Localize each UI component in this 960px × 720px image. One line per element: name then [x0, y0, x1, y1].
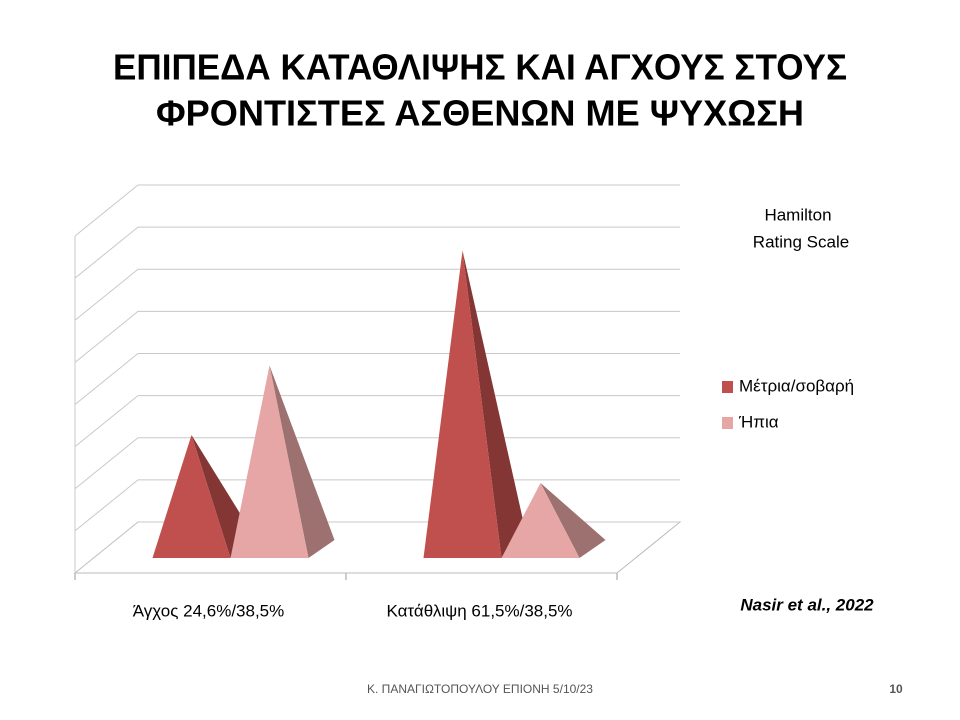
legend-label: Μέτρια/σοβαρή — [739, 376, 854, 395]
grid-line — [74, 437, 680, 490]
page-number: 10 — [889, 682, 903, 696]
grid-line — [74, 226, 680, 279]
pyramid-side — [540, 483, 606, 558]
pyramid — [501, 483, 580, 558]
plot — [74, 573, 618, 580]
pyramid-side — [462, 250, 528, 558]
legend-swatch — [722, 417, 733, 429]
x-tick-label: Κατάθλιψη 61,5%/38,5% — [386, 601, 572, 620]
pyramid — [423, 250, 502, 558]
pyramid-side — [269, 365, 335, 558]
pyramid — [230, 365, 309, 558]
grid-line — [74, 395, 680, 448]
source: Nasir et al., 2022 — [740, 595, 874, 614]
grid-line — [74, 184, 680, 237]
legend-swatch — [722, 381, 733, 393]
pyramid — [152, 435, 231, 558]
annotation: Hamilton — [764, 205, 831, 224]
slide-title: ΕΠΙΠΕΔΑ ΚΑΤΑΘΛΙΨΗΣ ΚΑΙ ΑΓΧΟΥΣ ΣΤΟΥΣ — [113, 47, 847, 88]
legend-label: Ήπια — [738, 412, 779, 431]
annotation: Rating Scale — [753, 232, 849, 251]
slide-title: ΦΡΟΝΤΙΣΤΕΣ ΑΣΘΕΝΩΝ ΜΕ ΨΥΧΩΣΗ — [156, 93, 804, 134]
x-tick-label: Άγχος 24,6%/38,5% — [133, 601, 285, 620]
footer: Κ. ΠΑΝΑΓΙΩΤΟΠΟΥΛΟΥ ΕΠΙΟΝΗ 5/10/23 — [367, 682, 593, 696]
grid-line — [74, 310, 680, 363]
grid-line — [74, 353, 680, 405]
grid-line — [74, 268, 680, 321]
